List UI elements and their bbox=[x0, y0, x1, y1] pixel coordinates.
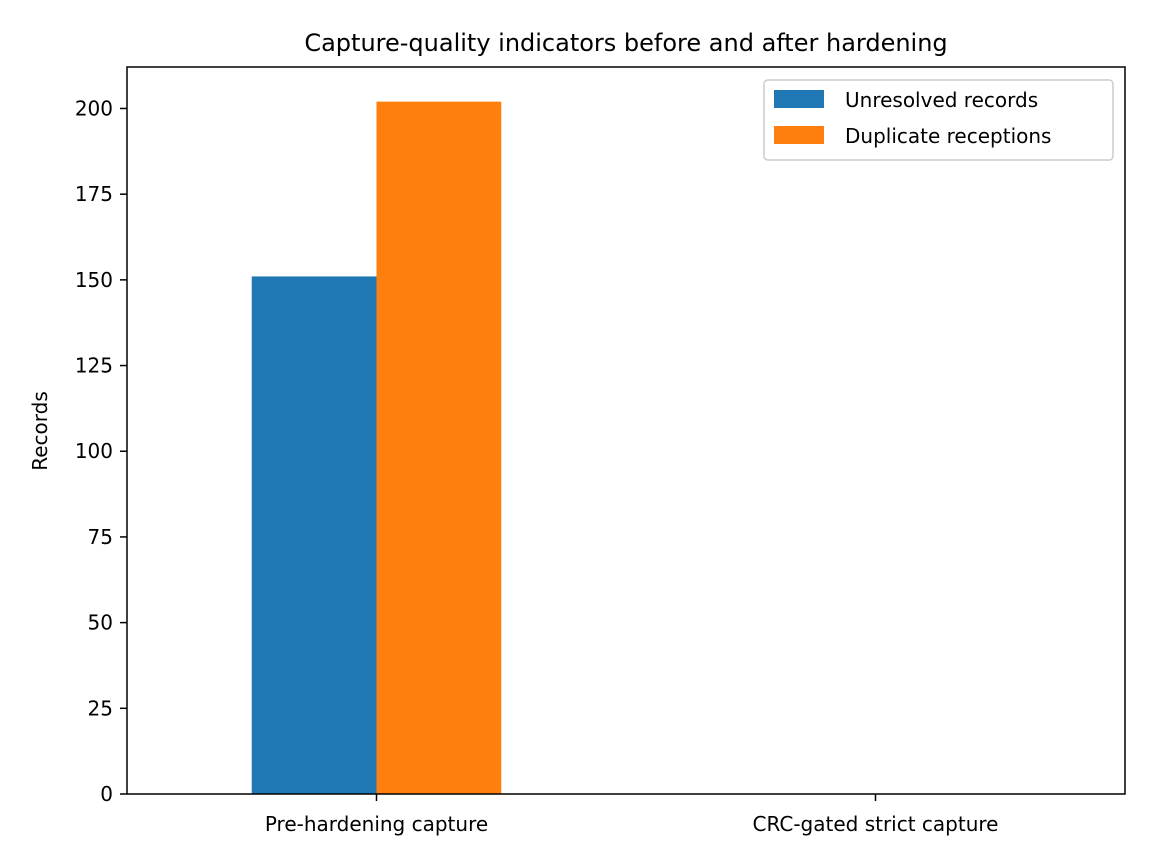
bars-layer bbox=[251, 101, 502, 795]
legend-swatch-unresolved-records bbox=[774, 90, 824, 108]
y-tick-label: 25 bbox=[88, 696, 113, 720]
legend-label-unresolved-records: Unresolved records bbox=[845, 88, 1038, 112]
legend-swatch-duplicate-receptions bbox=[774, 126, 824, 144]
y-tick-label: 175 bbox=[75, 182, 113, 206]
y-tick-label: 50 bbox=[88, 611, 113, 635]
bar-unresolved-records-0 bbox=[251, 276, 377, 794]
x-tick-label: Pre-hardening capture bbox=[265, 812, 488, 836]
y-tick-label: 100 bbox=[75, 439, 113, 463]
plot-area-frame bbox=[126, 66, 1126, 795]
y-axis-label: Records bbox=[28, 391, 52, 471]
y-tick-label: 200 bbox=[75, 96, 113, 120]
y-tick-label: 125 bbox=[75, 354, 113, 378]
legend-box bbox=[763, 79, 1114, 161]
legend-label-duplicate-receptions: Duplicate receptions bbox=[845, 124, 1051, 148]
y-tick-label: 150 bbox=[75, 268, 113, 292]
legend: Unresolved records Duplicate receptions bbox=[763, 79, 1114, 161]
chart-title: Capture-quality indicators before and af… bbox=[304, 29, 947, 57]
y-tick-label: 0 bbox=[100, 782, 113, 806]
x-tick-label: CRC-gated strict capture bbox=[753, 812, 999, 836]
x-axis-ticks: Pre-hardening capture CRC-gated strict ca… bbox=[265, 794, 999, 836]
y-axis-ticks: 0 25 50 75 100 125 150 175 200 bbox=[75, 96, 127, 806]
y-tick-label: 75 bbox=[88, 525, 113, 549]
bar-duplicate-receptions-0 bbox=[376, 101, 502, 795]
